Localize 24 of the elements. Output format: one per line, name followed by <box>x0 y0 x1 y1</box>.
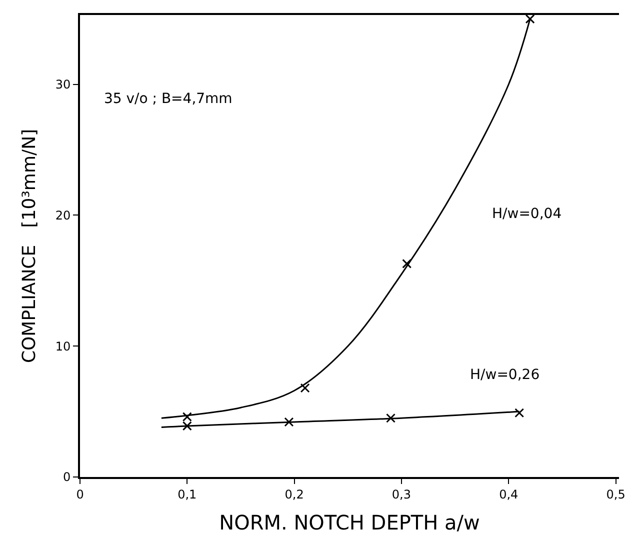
point <box>514 408 524 418</box>
annotation: H/w=0,26 <box>470 367 540 383</box>
y-axis-title: COMPLIANCE [10³mm/N] <box>19 128 40 364</box>
point <box>284 417 294 427</box>
point <box>300 383 310 393</box>
y-tick-label: 30 <box>55 78 71 92</box>
x-tick-label: 0,3 <box>392 487 412 502</box>
y-tick-label: 0 <box>62 470 71 484</box>
point <box>402 258 412 268</box>
point <box>386 413 396 423</box>
line-series <box>160 410 520 428</box>
annotation: 35 v/o ; B=4,7mm <box>104 91 232 107</box>
point <box>525 15 535 24</box>
point <box>182 421 192 431</box>
y-tick-label: 10 <box>55 339 71 354</box>
point <box>182 412 192 422</box>
x-tick-label: 0,2 <box>284 487 304 502</box>
x-tick-label: 0,5 <box>606 487 626 502</box>
x-tick-label: 0,1 <box>178 487 197 502</box>
y-tick-label: 20 <box>55 208 71 222</box>
annotation: H/w=0,04 <box>492 206 562 222</box>
x-tick-label: 0 <box>76 487 84 502</box>
x-axis-title: NORM. NOTCH DEPTH a/w <box>219 510 480 534</box>
x-tick-label: 0,4 <box>499 487 518 502</box>
